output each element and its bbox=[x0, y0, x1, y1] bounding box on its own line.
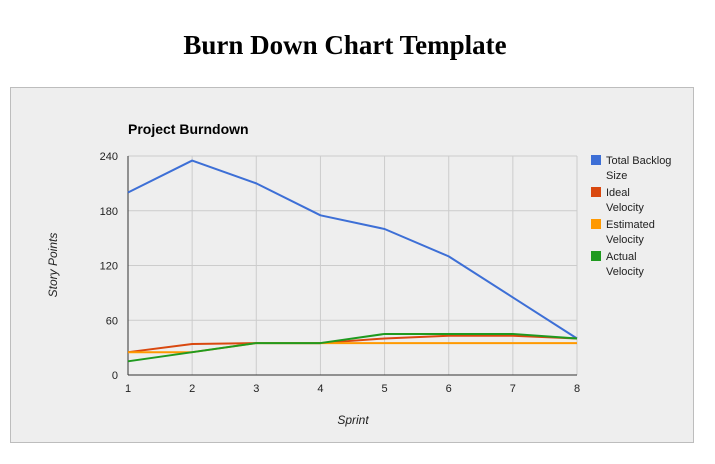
x-axis-label: Sprint bbox=[337, 413, 369, 427]
chart-axes: 0 60 120 180 240 1 2 3 4 5 6 7 8 bbox=[100, 151, 580, 395]
x-tick-label: 1 bbox=[125, 383, 131, 395]
x-tick-label: 4 bbox=[317, 383, 323, 395]
x-tick-label: 6 bbox=[446, 383, 452, 395]
y-tick-label: 60 bbox=[106, 315, 118, 327]
chart-gridlines bbox=[128, 155, 578, 375]
y-tick-label: 240 bbox=[100, 151, 118, 163]
x-tick-label: 5 bbox=[382, 383, 388, 395]
series-line-1 bbox=[127, 159, 578, 340]
x-tick-label: 2 bbox=[189, 383, 195, 395]
y-tick-label: 120 bbox=[100, 261, 118, 273]
x-tick-label: 7 bbox=[510, 383, 516, 395]
series-line-2 bbox=[127, 334, 578, 354]
legend-swatch bbox=[591, 187, 601, 197]
legend-label: Total Backlog Size bbox=[606, 155, 671, 182]
y-tick-label: 180 bbox=[100, 206, 118, 218]
legend-swatch bbox=[591, 219, 601, 229]
burndown-chart: Project Burndown 0 60 120 180 240 1 2 3 4 5 6 7 8 To… bbox=[46, 121, 671, 427]
legend-label: Ideal Velocity bbox=[606, 187, 644, 214]
y-tick-label: 0 bbox=[112, 370, 118, 382]
legend-label: Estimated Velocity bbox=[606, 219, 655, 246]
legend-label: Actual Velocity bbox=[606, 251, 644, 278]
chart-series bbox=[127, 159, 578, 363]
legend-swatch bbox=[591, 251, 601, 261]
legend-swatch bbox=[591, 155, 601, 165]
chart-legend: Total Backlog Size Ideal Velocity Estimated V… bbox=[591, 155, 671, 278]
x-tick-label: 3 bbox=[253, 383, 259, 395]
chart-title: Project Burndown bbox=[128, 121, 249, 137]
page-title: Burn Down Chart Template bbox=[183, 30, 507, 60]
series-line-4 bbox=[127, 332, 578, 363]
y-axis-label: Story Points bbox=[46, 233, 60, 298]
x-tick-label: 8 bbox=[574, 383, 580, 395]
